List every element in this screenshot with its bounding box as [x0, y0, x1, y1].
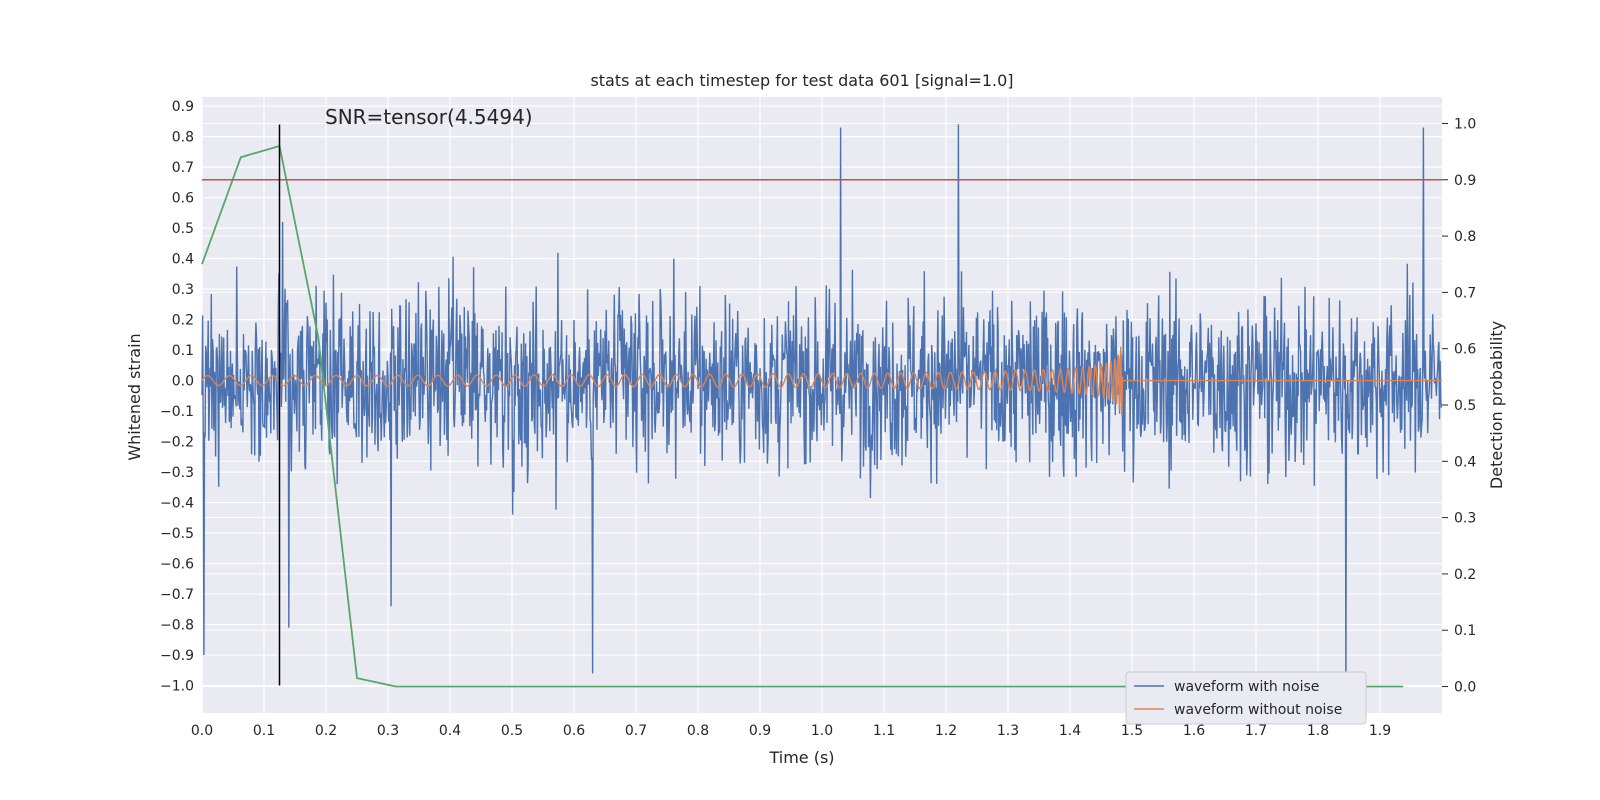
- waveform-without-noise-line: [201, 346, 1442, 416]
- y-tick-label: −0.5: [160, 526, 194, 542]
- y2-axis-label: Detection probability: [1487, 321, 1506, 489]
- y2-tick-label: 0.4: [1454, 454, 1476, 470]
- legend-box: [1125, 671, 1367, 725]
- y2-axis-ticks: 1.0 0.9 0.8 0.7 0.6 0.5 0.4 0.3 0.2 0.1 0.0: [1442, 116, 1476, 696]
- x-tick-label: 0.4: [439, 723, 461, 739]
- legend-label-noise: waveform with noise: [1174, 679, 1319, 695]
- x-tick-label: 1.0: [811, 723, 833, 739]
- x-tick-label: 1.3: [997, 723, 1019, 739]
- y-axis-ticks: 0.9 0.8 0.7 0.6 0.5 0.4 0.3 0.2 0.1 0.0 −0.1 −0.2 −0…: [160, 99, 194, 694]
- y-tick-label: 0.5: [172, 221, 194, 237]
- y2-tick-label: 0.0: [1454, 680, 1476, 696]
- y-tick-label: −0.3: [160, 465, 194, 481]
- y-tick-label: 0.7: [172, 160, 194, 176]
- y2-tick-label: 0.2: [1454, 567, 1476, 583]
- x-tick-label: 0.0: [191, 723, 213, 739]
- y-tick-label: 0.9: [172, 99, 194, 115]
- x-tick-label: 1.5: [1121, 723, 1143, 739]
- x-axis-ticks: 0.0 0.1 0.2 0.3 0.4 0.5 0.6 0.7 0.8 0.9 1.0 1.1 1.2 1…: [191, 723, 1391, 739]
- y-tick-label: −0.4: [160, 496, 194, 512]
- x-tick-label: 1.9: [1369, 723, 1391, 739]
- y2-tick-label: 0.3: [1454, 511, 1476, 527]
- chart-title: stats at each timestep for test data 601…: [590, 71, 1013, 90]
- y2-tick-label: 0.7: [1454, 285, 1476, 301]
- y2-tick-label: 0.5: [1454, 398, 1476, 414]
- y-tick-label: 0.0: [172, 374, 194, 390]
- x-tick-label: 0.2: [315, 723, 337, 739]
- y-tick-label: −0.6: [160, 557, 194, 573]
- y2-tick-label: 0.1: [1454, 623, 1476, 639]
- waveform-with-noise-line: [201, 124, 1443, 692]
- y-axis-label: Whitened strain: [125, 333, 144, 460]
- x-tick-label: 0.3: [377, 723, 399, 739]
- y-tick-label: 0.4: [172, 252, 194, 268]
- legend-label-clean: waveform without noise: [1174, 702, 1342, 718]
- y-tick-label: 0.2: [172, 313, 194, 329]
- legend: waveform with noise waveform without noi…: [1125, 671, 1367, 725]
- x-tick-label: 1.8: [1307, 723, 1329, 739]
- x-axis-label: Time (s): [768, 748, 834, 767]
- y-tick-label: −0.8: [160, 618, 194, 634]
- y-tick-label: −1.0: [160, 679, 194, 695]
- y2-tick-label: 0.9: [1454, 173, 1476, 189]
- y-tick-label: −0.1: [160, 404, 194, 420]
- y-tick-label: −0.9: [160, 648, 194, 664]
- x-tick-label: 0.7: [625, 723, 647, 739]
- x-tick-label: 1.1: [873, 723, 895, 739]
- x-tick-label: 1.7: [1245, 723, 1267, 739]
- x-tick-label: 0.8: [687, 723, 709, 739]
- y-tick-label: −0.7: [160, 587, 194, 603]
- x-tick-label: 1.4: [1059, 723, 1081, 739]
- snr-annotation: SNR=tensor(4.5494): [325, 105, 533, 129]
- clean-trace: [201, 346, 1442, 416]
- x-tick-label: 0.1: [253, 723, 275, 739]
- x-tick-label: 1.6: [1183, 723, 1205, 739]
- y2-tick-label: 1.0: [1454, 116, 1476, 132]
- y-tick-label: 0.6: [172, 191, 194, 207]
- y-tick-label: 0.8: [172, 130, 194, 146]
- y-tick-label: 0.3: [172, 282, 194, 298]
- y2-tick-label: 0.8: [1454, 229, 1476, 245]
- y-tick-label: −0.2: [160, 435, 194, 451]
- x-tick-label: 0.5: [501, 723, 523, 739]
- y-tick-label: 0.1: [172, 343, 194, 359]
- x-tick-label: 0.9: [749, 723, 771, 739]
- noise-trace: [201, 124, 1443, 692]
- x-tick-label: 0.6: [563, 723, 585, 739]
- y2-tick-label: 0.6: [1454, 342, 1476, 358]
- x-tick-label: 1.2: [935, 723, 957, 739]
